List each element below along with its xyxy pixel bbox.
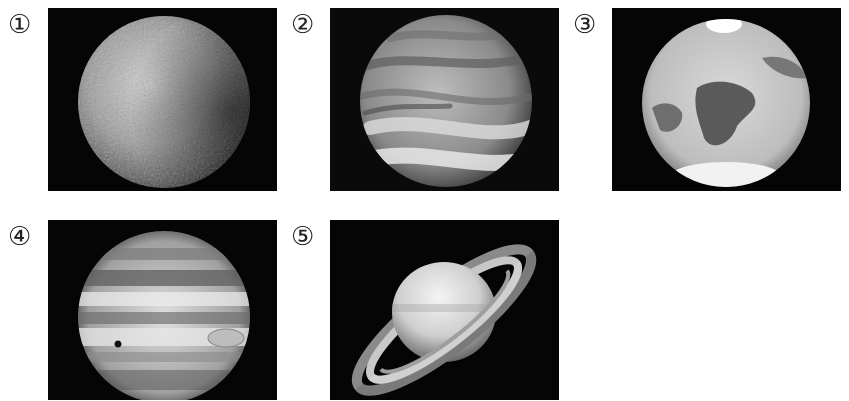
panel-number-1: ① — [8, 10, 32, 40]
venus-image — [330, 8, 559, 191]
panel-number-2: ② — [291, 10, 315, 40]
panel-number-3: ③ — [573, 10, 597, 40]
mercury-image — [48, 8, 277, 191]
jupiter-image — [48, 220, 277, 400]
panel-number-5: ⑤ — [291, 222, 315, 252]
mars-image — [612, 8, 841, 191]
panel-number-4: ④ — [8, 222, 32, 252]
saturn-image — [330, 220, 559, 400]
